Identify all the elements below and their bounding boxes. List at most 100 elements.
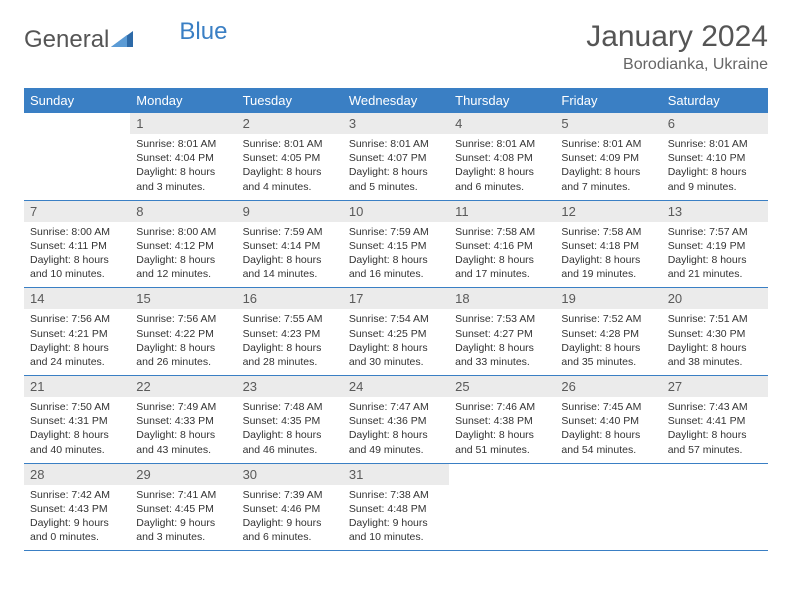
day-number: 2 [237,113,343,134]
day-number: 14 [24,288,130,309]
calendar-cell [555,463,661,551]
day-details: Sunrise: 8:01 AMSunset: 4:10 PMDaylight:… [662,134,768,200]
calendar-cell: 6Sunrise: 8:01 AMSunset: 4:10 PMDaylight… [662,113,768,200]
calendar-cell: 22Sunrise: 7:49 AMSunset: 4:33 PMDayligh… [130,376,236,464]
calendar-cell: 4Sunrise: 8:01 AMSunset: 4:08 PMDaylight… [449,113,555,200]
day-number: 13 [662,201,768,222]
day-number: 4 [449,113,555,134]
header: General Blue January 2024 Borodianka, Uk… [24,20,768,74]
day-details: Sunrise: 7:49 AMSunset: 4:33 PMDaylight:… [130,397,236,463]
day-details: Sunrise: 7:39 AMSunset: 4:46 PMDaylight:… [237,485,343,551]
day-details: Sunrise: 7:46 AMSunset: 4:38 PMDaylight:… [449,397,555,463]
weekday-header-row: SundayMondayTuesdayWednesdayThursdayFrid… [24,88,768,113]
day-number: 18 [449,288,555,309]
day-number: 22 [130,376,236,397]
day-details: Sunrise: 7:41 AMSunset: 4:45 PMDaylight:… [130,485,236,551]
logo: General Blue [24,26,227,54]
weekday-header: Sunday [24,88,130,113]
weekday-header: Monday [130,88,236,113]
day-number: 26 [555,376,661,397]
day-number: 11 [449,201,555,222]
day-details: Sunrise: 7:52 AMSunset: 4:28 PMDaylight:… [555,309,661,375]
day-number: 24 [343,376,449,397]
logo-triangle-icon [111,29,133,52]
calendar-cell: 12Sunrise: 7:58 AMSunset: 4:18 PMDayligh… [555,200,661,288]
calendar-cell: 31Sunrise: 7:38 AMSunset: 4:48 PMDayligh… [343,463,449,551]
logo-text-part1: General [24,26,109,54]
day-details: Sunrise: 7:56 AMSunset: 4:21 PMDaylight:… [24,309,130,375]
day-number: 31 [343,464,449,485]
calendar-cell: 20Sunrise: 7:51 AMSunset: 4:30 PMDayligh… [662,288,768,376]
calendar-cell: 8Sunrise: 8:00 AMSunset: 4:12 PMDaylight… [130,200,236,288]
day-number: 12 [555,201,661,222]
day-number: 21 [24,376,130,397]
calendar-cell: 29Sunrise: 7:41 AMSunset: 4:45 PMDayligh… [130,463,236,551]
calendar-cell [24,113,130,200]
calendar-cell: 1Sunrise: 8:01 AMSunset: 4:04 PMDaylight… [130,113,236,200]
day-details: Sunrise: 8:01 AMSunset: 4:07 PMDaylight:… [343,134,449,200]
weekday-header: Tuesday [237,88,343,113]
calendar-row: 7Sunrise: 8:00 AMSunset: 4:11 PMDaylight… [24,200,768,288]
calendar-cell: 2Sunrise: 8:01 AMSunset: 4:05 PMDaylight… [237,113,343,200]
calendar-cell: 11Sunrise: 7:58 AMSunset: 4:16 PMDayligh… [449,200,555,288]
day-number: 19 [555,288,661,309]
weekday-header: Saturday [662,88,768,113]
title-block: January 2024 Borodianka, Ukraine [586,20,768,74]
calendar-cell: 28Sunrise: 7:42 AMSunset: 4:43 PMDayligh… [24,463,130,551]
day-details: Sunrise: 7:48 AMSunset: 4:35 PMDaylight:… [237,397,343,463]
calendar-cell: 3Sunrise: 8:01 AMSunset: 4:07 PMDaylight… [343,113,449,200]
calendar-cell: 17Sunrise: 7:54 AMSunset: 4:25 PMDayligh… [343,288,449,376]
day-details: Sunrise: 8:01 AMSunset: 4:05 PMDaylight:… [237,134,343,200]
day-number: 17 [343,288,449,309]
day-number: 27 [662,376,768,397]
calendar-cell: 10Sunrise: 7:59 AMSunset: 4:15 PMDayligh… [343,200,449,288]
day-details: Sunrise: 7:53 AMSunset: 4:27 PMDaylight:… [449,309,555,375]
day-details: Sunrise: 7:50 AMSunset: 4:31 PMDaylight:… [24,397,130,463]
calendar-cell: 14Sunrise: 7:56 AMSunset: 4:21 PMDayligh… [24,288,130,376]
day-details: Sunrise: 7:51 AMSunset: 4:30 PMDaylight:… [662,309,768,375]
day-number: 15 [130,288,236,309]
calendar-cell: 15Sunrise: 7:56 AMSunset: 4:22 PMDayligh… [130,288,236,376]
calendar-row: 14Sunrise: 7:56 AMSunset: 4:21 PMDayligh… [24,288,768,376]
day-details: Sunrise: 7:45 AMSunset: 4:40 PMDaylight:… [555,397,661,463]
day-number: 3 [343,113,449,134]
day-details: Sunrise: 8:00 AMSunset: 4:12 PMDaylight:… [130,222,236,288]
day-details: Sunrise: 7:43 AMSunset: 4:41 PMDaylight:… [662,397,768,463]
calendar-cell: 19Sunrise: 7:52 AMSunset: 4:28 PMDayligh… [555,288,661,376]
day-details: Sunrise: 8:01 AMSunset: 4:08 PMDaylight:… [449,134,555,200]
calendar-cell: 26Sunrise: 7:45 AMSunset: 4:40 PMDayligh… [555,376,661,464]
day-details: Sunrise: 7:58 AMSunset: 4:16 PMDaylight:… [449,222,555,288]
calendar-cell: 24Sunrise: 7:47 AMSunset: 4:36 PMDayligh… [343,376,449,464]
calendar-cell: 7Sunrise: 8:00 AMSunset: 4:11 PMDaylight… [24,200,130,288]
day-details: Sunrise: 7:55 AMSunset: 4:23 PMDaylight:… [237,309,343,375]
weekday-header: Thursday [449,88,555,113]
day-details: Sunrise: 7:56 AMSunset: 4:22 PMDaylight:… [130,309,236,375]
day-number: 23 [237,376,343,397]
day-number: 7 [24,201,130,222]
day-details: Sunrise: 7:59 AMSunset: 4:15 PMDaylight:… [343,222,449,288]
calendar-cell: 23Sunrise: 7:48 AMSunset: 4:35 PMDayligh… [237,376,343,464]
calendar-cell [662,463,768,551]
page-title: January 2024 [586,20,768,54]
day-details: Sunrise: 7:38 AMSunset: 4:48 PMDaylight:… [343,485,449,551]
day-number: 30 [237,464,343,485]
calendar-cell: 30Sunrise: 7:39 AMSunset: 4:46 PMDayligh… [237,463,343,551]
calendar-table: SundayMondayTuesdayWednesdayThursdayFrid… [24,88,768,551]
day-details: Sunrise: 8:01 AMSunset: 4:09 PMDaylight:… [555,134,661,200]
day-details: Sunrise: 7:59 AMSunset: 4:14 PMDaylight:… [237,222,343,288]
day-number: 20 [662,288,768,309]
day-number: 1 [130,113,236,134]
day-details: Sunrise: 7:57 AMSunset: 4:19 PMDaylight:… [662,222,768,288]
calendar-cell: 16Sunrise: 7:55 AMSunset: 4:23 PMDayligh… [237,288,343,376]
day-details: Sunrise: 8:00 AMSunset: 4:11 PMDaylight:… [24,222,130,288]
day-number: 16 [237,288,343,309]
day-details: Sunrise: 7:42 AMSunset: 4:43 PMDaylight:… [24,485,130,551]
calendar-cell: 27Sunrise: 7:43 AMSunset: 4:41 PMDayligh… [662,376,768,464]
weekday-header: Friday [555,88,661,113]
day-number: 6 [662,113,768,134]
day-number: 5 [555,113,661,134]
calendar-cell: 21Sunrise: 7:50 AMSunset: 4:31 PMDayligh… [24,376,130,464]
calendar-cell [449,463,555,551]
day-number: 9 [237,201,343,222]
calendar-cell: 5Sunrise: 8:01 AMSunset: 4:09 PMDaylight… [555,113,661,200]
